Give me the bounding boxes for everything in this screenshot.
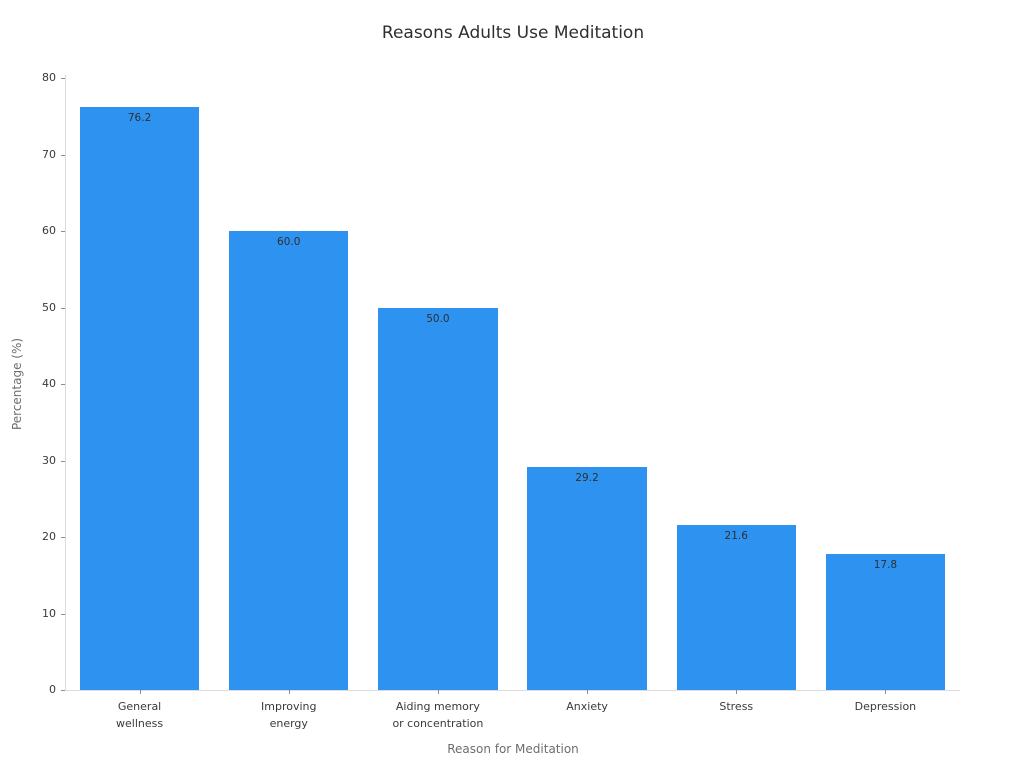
x-tick-mark (736, 690, 738, 694)
y-tick-label: 40 (42, 377, 56, 390)
y-tick-mark (61, 231, 65, 232)
y-tick-mark (61, 78, 65, 79)
y-tick-mark (61, 460, 65, 462)
y-tick-mark (61, 690, 65, 691)
x-tick-label-anxiety: Anxiety (566, 700, 608, 713)
bar-stress (676, 524, 796, 690)
y-tick-label: 20 (42, 530, 56, 543)
x-tick-label-improving-energy: Improving energy (261, 700, 317, 731)
bar-improving-energy (229, 231, 349, 690)
bar-aiding-memory-or-concentration (378, 307, 498, 690)
x-tick-label-aiding-memory-or-concentration: Aiding memory or concentration (392, 700, 484, 731)
bar-value-label: 21.6 (724, 529, 748, 542)
y-tick-label: 80 (42, 71, 56, 84)
x-tick-mark (139, 690, 141, 694)
bar-general-wellness (79, 107, 200, 690)
bar-value-label: 29.2 (575, 471, 599, 484)
y-tick-label: 30 (42, 453, 56, 467)
x-tick-mark (587, 690, 589, 694)
x-tick-label-depression: Depression (854, 700, 917, 713)
bar-value-label: 50.0 (426, 312, 450, 325)
y-tick-mark (61, 537, 65, 538)
bar-value-label: 17.8 (873, 558, 898, 571)
y-tick-label: 0 (49, 683, 56, 696)
bar-value-label: 60.0 (277, 236, 301, 248)
bar-value-label: 76.2 (127, 112, 152, 125)
x-tick-mark (437, 690, 439, 694)
y-tick-label: 60 (42, 224, 56, 237)
y-tick-label: 50 (42, 300, 56, 314)
x-tick-label-stress: Stress (719, 700, 754, 713)
x-axis-line (65, 690, 960, 691)
y-tick-mark (61, 154, 65, 156)
y-axis-label: Percentage (%) (10, 337, 24, 431)
y-tick-mark (61, 613, 65, 615)
x-tick-label-general-wellness: General wellness (116, 700, 164, 731)
y-tick-mark (61, 384, 65, 385)
x-tick-mark (885, 690, 887, 694)
y-tick-label: 70 (42, 147, 56, 161)
y-tick-mark (61, 307, 65, 309)
y-axis-line (65, 75, 66, 690)
y-tick-label: 10 (42, 606, 56, 620)
x-tick-mark (288, 690, 290, 694)
bar-depression (825, 553, 946, 690)
chart-title: Reasons Adults Use Meditation (381, 23, 645, 43)
bar-anxiety (527, 466, 647, 690)
x-axis-label: Reason for Meditation (447, 742, 579, 756)
